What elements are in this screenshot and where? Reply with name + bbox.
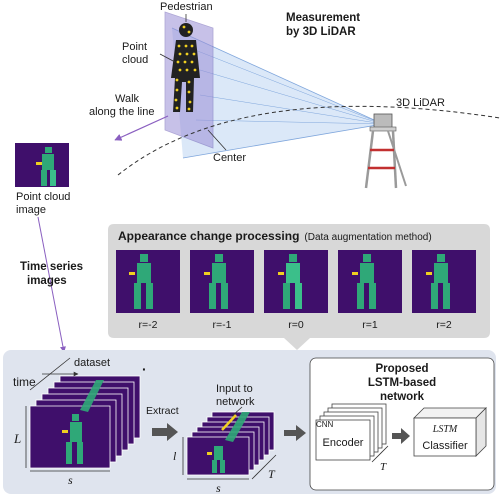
l-label: l bbox=[173, 449, 177, 463]
pedestrian-label: Pedestrian bbox=[160, 1, 213, 13]
walk-label-line2: along the line bbox=[89, 106, 154, 118]
augment-frame-2 bbox=[190, 250, 254, 313]
to-classifier-arrow bbox=[392, 428, 410, 444]
L-label: L bbox=[13, 431, 21, 446]
r-label-1: r=-2 bbox=[139, 319, 158, 331]
proposed-label-line1: Proposed bbox=[375, 363, 428, 375]
point-cloud-image-label-line2: image bbox=[16, 204, 46, 216]
pedestrian-point-cloud bbox=[171, 23, 200, 112]
augment-frame-4 bbox=[338, 250, 402, 313]
measurement-label-line2: by 3D LiDAR bbox=[286, 26, 356, 38]
extract-arrow bbox=[152, 423, 178, 441]
time-series-arrow bbox=[37, 216, 66, 353]
lstm-label: LSTM bbox=[432, 424, 458, 435]
input-label-line1: Input to bbox=[216, 383, 253, 395]
classifier-label: Classifier bbox=[422, 440, 468, 452]
input-stack bbox=[182, 411, 277, 480]
classifier-box bbox=[413, 407, 487, 457]
cnn-label: CNN bbox=[316, 420, 334, 429]
r-label-2: r=-1 bbox=[213, 319, 232, 331]
point-cloud-label-line2: cloud bbox=[122, 54, 148, 66]
r-label-4: r=1 bbox=[362, 319, 378, 331]
time-series-label-line1: Time series bbox=[20, 261, 83, 273]
dataset-dots: · bbox=[142, 361, 147, 377]
input-pointer bbox=[231, 406, 243, 417]
T-label-encoder: T bbox=[380, 461, 387, 473]
point-cloud-image bbox=[15, 143, 69, 187]
lidar-beams bbox=[171, 27, 384, 159]
appearance-subtitle: (Data augmentation method) bbox=[304, 232, 431, 243]
walk-path bbox=[117, 105, 500, 176]
augment-frames bbox=[116, 250, 476, 313]
center-label: Center bbox=[213, 152, 246, 164]
dataset-label: dataset bbox=[74, 357, 110, 369]
encoder-label: Encoder bbox=[323, 437, 364, 449]
top-pointer-lines bbox=[114, 14, 227, 151]
r-label-3: r=0 bbox=[288, 319, 304, 331]
time-label: time bbox=[13, 375, 36, 389]
dataset-stack bbox=[25, 357, 141, 472]
s-label-input: s bbox=[216, 481, 221, 495]
input-label-line2: network bbox=[216, 396, 255, 408]
proposed-label-line2: LSTM-based bbox=[368, 377, 436, 389]
s-label-dataset: s bbox=[68, 473, 73, 487]
proposed-label-line3: network bbox=[380, 391, 425, 403]
walk-label-line1: Walk bbox=[115, 93, 140, 105]
measurement-label-line1: Measurement bbox=[286, 12, 360, 24]
time-series-label-line2: images bbox=[27, 275, 67, 287]
r-label-5: r=2 bbox=[436, 319, 452, 331]
augment-frame-1 bbox=[116, 250, 180, 313]
to-network-arrow bbox=[284, 425, 306, 441]
lidar-ladder bbox=[364, 113, 407, 189]
augment-frame-5 bbox=[412, 250, 476, 313]
lidar-label: 3D LiDAR bbox=[396, 97, 445, 109]
encoder-stack bbox=[315, 403, 389, 463]
extract-label: Extract bbox=[146, 405, 179, 417]
point-cloud-image-label-line1: Point cloud bbox=[16, 191, 70, 203]
point-cloud-label-line1: Point bbox=[122, 41, 147, 53]
appearance-title-line: Appearance change processing (Data augmen… bbox=[118, 229, 432, 243]
appearance-title: Appearance change processing bbox=[118, 229, 299, 243]
augment-frame-3 bbox=[264, 250, 328, 313]
T-label-input: T bbox=[268, 467, 276, 481]
